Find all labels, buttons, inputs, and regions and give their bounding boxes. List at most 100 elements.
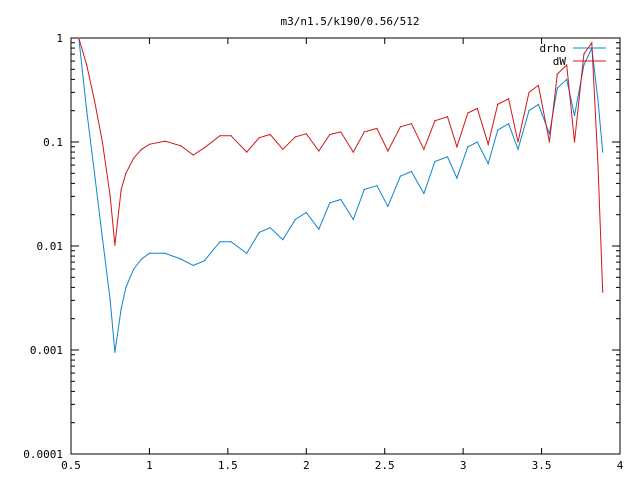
data-point-dW bbox=[282, 148, 284, 150]
data-point-dW bbox=[548, 141, 551, 143]
data-point-dW bbox=[340, 131, 342, 133]
data-point-drho bbox=[219, 241, 221, 243]
data-point-dW bbox=[294, 136, 296, 138]
data-point-dW bbox=[387, 150, 389, 152]
data-point-drho bbox=[456, 177, 458, 179]
data-point-dW bbox=[573, 141, 576, 143]
y-tick-label: 0.1 bbox=[43, 136, 63, 149]
data-point-dW bbox=[597, 164, 599, 166]
x-tick-label: 1.5 bbox=[218, 459, 238, 472]
data-point-drho bbox=[410, 170, 412, 173]
data-point-dW bbox=[556, 73, 558, 75]
data-point-drho bbox=[597, 100, 599, 102]
data-point-drho bbox=[294, 218, 296, 221]
data-point-dW bbox=[376, 127, 378, 130]
data-point-dW bbox=[305, 133, 307, 135]
data-point-drho bbox=[230, 241, 232, 243]
data-point-dW bbox=[476, 107, 478, 110]
data-point-drho bbox=[363, 188, 365, 191]
data-point-drho bbox=[258, 231, 260, 234]
data-point-dW bbox=[120, 188, 122, 191]
data-point-dW bbox=[566, 64, 568, 66]
data-point-dW bbox=[114, 244, 116, 246]
data-point-dW bbox=[410, 123, 412, 125]
data-point-dW bbox=[246, 151, 248, 153]
data-point-drho bbox=[305, 211, 307, 214]
data-point-dW bbox=[363, 131, 365, 133]
data-point-drho bbox=[164, 252, 166, 254]
data-point-drho bbox=[423, 192, 425, 195]
data-point-drho bbox=[517, 148, 519, 150]
data-point-drho bbox=[318, 228, 320, 230]
y-tick-label: 1 bbox=[56, 32, 63, 45]
data-point-drho bbox=[352, 218, 354, 221]
y-tick-label: 0.0001 bbox=[23, 448, 63, 461]
data-point-dW bbox=[192, 154, 194, 156]
data-point-dW bbox=[258, 137, 260, 139]
data-point-drho bbox=[537, 103, 540, 105]
data-point-drho bbox=[86, 110, 88, 112]
data-point-dW bbox=[456, 146, 458, 148]
data-point-drho bbox=[246, 252, 248, 254]
data-point-drho bbox=[446, 156, 449, 158]
data-point-drho bbox=[602, 151, 604, 153]
data-point-dW bbox=[591, 42, 593, 44]
data-point-drho bbox=[556, 87, 558, 89]
data-point-dW bbox=[133, 157, 135, 159]
data-point-drho bbox=[140, 258, 143, 260]
data-point-dW bbox=[318, 150, 320, 152]
data-point-dW bbox=[329, 133, 331, 136]
data-point-dW bbox=[537, 84, 540, 87]
y-tick-label: 0.001 bbox=[30, 344, 63, 357]
plot-frame bbox=[70, 37, 621, 455]
data-point-drho bbox=[476, 141, 478, 143]
data-point-drho bbox=[573, 114, 576, 117]
x-tick-label: 2.5 bbox=[375, 459, 395, 472]
data-point-drho bbox=[93, 172, 96, 174]
data-point-drho bbox=[467, 146, 469, 148]
data-point-drho bbox=[133, 268, 135, 270]
x-tick-label: 2 bbox=[303, 459, 310, 472]
data-point-dW bbox=[164, 140, 166, 142]
x-tick-label: 1 bbox=[146, 459, 153, 472]
data-point-dW bbox=[180, 145, 182, 147]
data-point-drho bbox=[109, 299, 111, 301]
data-point-dW bbox=[219, 135, 221, 137]
data-point-dW bbox=[423, 148, 425, 150]
data-point-dW bbox=[583, 53, 585, 55]
data-point-drho bbox=[487, 162, 489, 165]
data-point-drho bbox=[192, 264, 194, 267]
data-point-dW bbox=[140, 148, 143, 150]
data-point-drho bbox=[203, 260, 205, 262]
data-point-drho bbox=[548, 133, 551, 135]
data-point-drho bbox=[340, 198, 342, 201]
legend-label-drho: drho bbox=[540, 42, 567, 55]
data-point-dW bbox=[101, 141, 103, 143]
axes: 0.5 1 1.5 2 2.5 3 3.5 4 0.0001 0.001 0.01 0.1 1 bbox=[23, 32, 623, 472]
x-tick-label: 0.5 bbox=[61, 459, 81, 472]
data-point-drho bbox=[148, 252, 151, 254]
data-point-dW bbox=[434, 120, 436, 122]
series-line-drho bbox=[78, 37, 604, 353]
data-point-dW bbox=[125, 172, 127, 174]
data-point-drho bbox=[387, 205, 389, 208]
data-point-dW bbox=[528, 91, 530, 93]
data-point-drho bbox=[120, 308, 122, 310]
data-point-dW bbox=[497, 103, 499, 105]
data-point-dW bbox=[467, 112, 469, 114]
data-point-dW bbox=[86, 64, 88, 66]
data-point-drho bbox=[282, 239, 284, 241]
data-point-dW bbox=[352, 151, 354, 153]
data-point-dW bbox=[93, 100, 96, 102]
x-tick-label: 3.5 bbox=[532, 459, 552, 472]
series-layer bbox=[78, 37, 604, 353]
data-point-dW bbox=[487, 143, 489, 145]
data-point-dW bbox=[602, 291, 604, 293]
x-tick-label: 4 bbox=[617, 459, 624, 472]
data-point-dW bbox=[148, 143, 151, 145]
data-point-drho bbox=[528, 110, 530, 112]
data-point-dW bbox=[508, 98, 510, 100]
data-point-dW bbox=[517, 141, 519, 143]
